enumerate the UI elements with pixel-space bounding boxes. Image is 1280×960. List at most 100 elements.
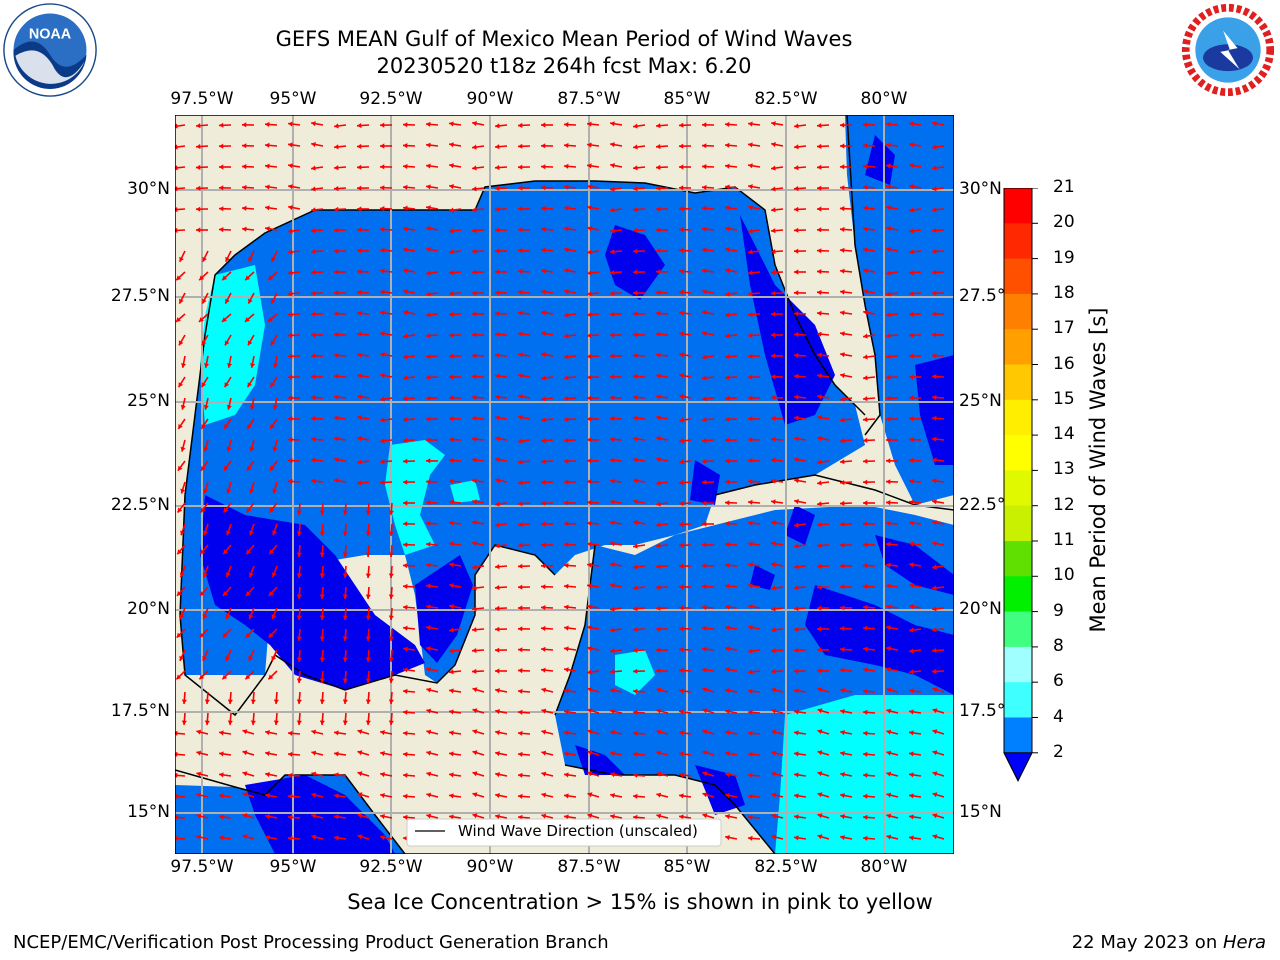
wind-arrow-head — [909, 751, 914, 757]
wind-arrow-head — [633, 373, 638, 379]
machine-name: Hera — [1222, 932, 1266, 953]
wind-arrow-head — [242, 226, 247, 232]
colorbar-tick-label: 6 — [1053, 671, 1064, 692]
wind-arrow-head — [771, 541, 776, 547]
wind-arrow-head — [932, 290, 937, 296]
wind-arrow-head — [518, 626, 523, 632]
wind-arrow-head — [610, 606, 615, 612]
colorbar-tick-label: 13 — [1053, 459, 1075, 480]
wind-arrow-head — [564, 542, 569, 548]
wind-arrow-head — [794, 499, 799, 505]
wind-arrow-head — [178, 382, 184, 388]
wind-arrow-head — [269, 465, 275, 471]
wind-arrow-head — [656, 501, 661, 507]
wind-arrow-head — [679, 730, 684, 736]
wind-arrow-head — [248, 655, 254, 661]
lon-label-top: 87.5°W — [557, 89, 621, 109]
wind-arrow-head — [794, 394, 799, 400]
wind-arrow-head — [932, 585, 937, 591]
wind-arrow-head — [357, 436, 362, 442]
wind-arrow-head — [633, 207, 638, 213]
wind-arrow-head — [886, 646, 891, 652]
wind-arrow-head — [380, 751, 385, 757]
wind-arrow-head — [817, 123, 822, 129]
wind-arrow — [175, 753, 186, 756]
wind-arrow-head — [633, 144, 638, 150]
wind-arrow-head — [541, 792, 547, 798]
wind-arrow-head — [587, 813, 593, 819]
wind-arrow-head — [311, 813, 317, 819]
wind-arrow-head — [587, 249, 592, 255]
wind-arrow-head — [288, 353, 293, 359]
wind-arrow-head — [702, 563, 707, 569]
wind-arrow-head — [357, 373, 362, 379]
wind-arrow-head — [725, 375, 730, 381]
wind-arrow-head — [541, 542, 546, 548]
wind-arrow-head — [794, 564, 799, 570]
wind-arrow-head — [426, 291, 431, 297]
wind-arrow-head — [380, 793, 385, 799]
wind-arrow-head — [200, 507, 206, 513]
wind-arrow-head — [909, 793, 914, 799]
wind-arrow-head — [311, 750, 317, 756]
wind-arrow-head — [225, 298, 230, 304]
wind-arrow-head — [541, 813, 547, 819]
wind-arrow-head — [272, 488, 278, 494]
wind-arrow-head — [909, 457, 914, 463]
wind-arrow-head — [541, 479, 546, 485]
wind-arrow-head — [270, 382, 276, 388]
wind-arrow-head — [288, 478, 293, 484]
wind-arrow-head — [472, 121, 477, 127]
wind-arrow-head — [225, 614, 231, 619]
wind-arrow-head — [725, 688, 730, 694]
wind-arrow-head — [495, 227, 500, 233]
wind-arrow-head — [817, 164, 822, 170]
wind-arrow-head — [288, 249, 293, 255]
wind-arrow-head — [886, 437, 891, 443]
wind-arrow-head — [909, 627, 914, 633]
wind-arrow-head — [196, 729, 202, 735]
wind-arrow-head — [587, 163, 592, 169]
date-text: 22 May 2023 on — [1071, 932, 1223, 953]
wind-arrow-head — [587, 205, 592, 211]
wind-arrow-head — [472, 374, 477, 380]
wind-arrow-head — [288, 228, 293, 234]
wind-arrow-head — [702, 375, 707, 381]
wind-arrow-head — [794, 290, 799, 296]
wind-arrow-head — [909, 772, 914, 778]
wind-arrow-head — [817, 352, 822, 358]
wind-arrow-head — [748, 184, 753, 190]
wind-arrow-head — [388, 636, 394, 641]
wind-arrow-head — [518, 563, 523, 569]
wind-arrow-head — [472, 436, 477, 442]
wind-arrow-head — [633, 186, 638, 192]
wind-arrow-head — [840, 500, 845, 506]
wind-arrow-head — [932, 478, 937, 484]
wind-arrow-head — [495, 352, 500, 358]
wind-arrow-head — [176, 275, 182, 281]
wind-arrow-head — [472, 750, 478, 756]
wind-arrow-head — [863, 289, 868, 295]
wind-arrow-head — [748, 541, 753, 547]
wind-arrow-head — [587, 416, 592, 422]
lon-label-bottom: 85°W — [663, 857, 711, 877]
wind-arrow-head — [656, 813, 662, 819]
wind-arrow-head — [564, 375, 569, 381]
wind-arrow-head — [863, 563, 868, 569]
wind-arrow-head — [518, 793, 523, 799]
date-credit: 22 May 2023 on Hera — [1072, 932, 1266, 953]
wind-arrow-head — [246, 591, 251, 596]
wind-arrow-head — [863, 793, 868, 799]
wind-arrow-head — [288, 437, 293, 443]
wind-arrow-head — [449, 353, 454, 359]
wind-arrow-head — [541, 417, 546, 423]
wind-arrow-head — [334, 415, 339, 421]
wind-arrow-head — [342, 615, 348, 620]
wind-arrow-head — [702, 226, 707, 232]
wind-arrow-head — [909, 270, 914, 276]
wind-arrow-head — [449, 541, 454, 547]
wind-arrow-head — [587, 583, 592, 589]
colorbar-segment — [1004, 223, 1032, 260]
wind-arrow-head — [656, 647, 661, 653]
wind-arrow-head — [357, 269, 362, 275]
